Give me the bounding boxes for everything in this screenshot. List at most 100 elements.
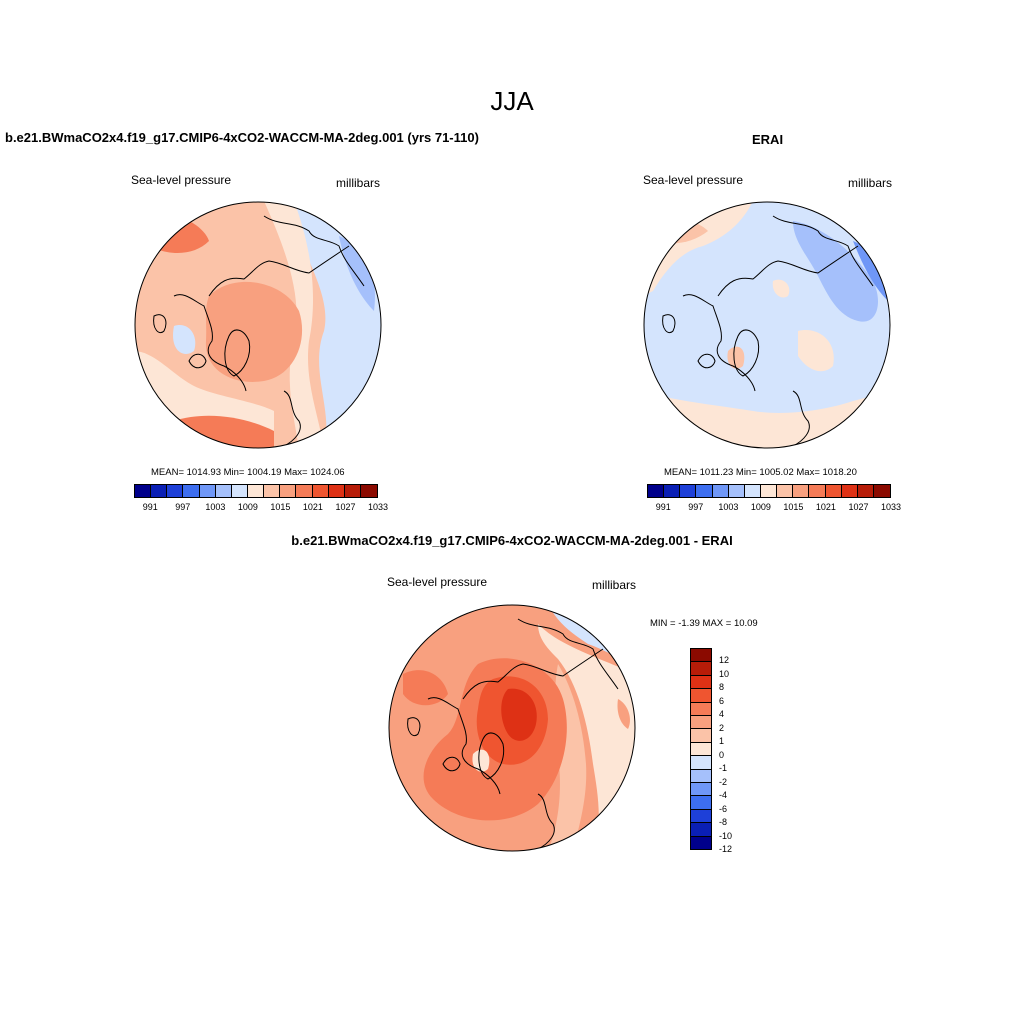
panel2-variable-label: Sea-level pressure — [643, 173, 744, 187]
colorbar-tick-label: 1015 — [270, 502, 291, 512]
colorbar-swatch — [691, 729, 711, 743]
colorbar-swatch — [264, 485, 281, 497]
panel2-high-pacific — [772, 279, 790, 298]
colorbar-tick-label: 1015 — [783, 502, 804, 512]
panel3-minmax: MIN = -1.39 MAX = 10.09 — [650, 618, 758, 629]
colorbar-swatch — [873, 485, 891, 497]
colorbar-tick-label: -4 — [719, 790, 728, 801]
panel1-low-greenland — [173, 325, 196, 354]
colorbar-swatch — [691, 836, 711, 850]
panel1-variable-label: Sea-level pressure — [131, 173, 232, 187]
colorbar-tick-label: 0 — [719, 749, 725, 760]
colorbar-swatch — [777, 485, 794, 497]
panel3-near-zero-east — [538, 624, 635, 851]
colorbar-swatch — [857, 485, 874, 497]
colorbar-tick-label: 1021 — [302, 502, 323, 512]
panel3-low-greenland — [472, 749, 490, 772]
panel2-coastlines — [662, 215, 874, 447]
colorbar-swatch — [825, 485, 842, 497]
colorbar-swatch — [167, 485, 184, 497]
colorbar-swatch — [280, 485, 297, 497]
panel3-peach-east — [617, 699, 630, 729]
colorbar-swatch — [648, 485, 665, 497]
panel2-low-northeast — [793, 221, 878, 322]
colorbar-swatch — [691, 689, 711, 703]
panel2-title: ERAI — [752, 132, 784, 147]
colorbar-swatch — [296, 485, 313, 497]
colorbar-swatch — [691, 796, 711, 810]
panel1-title: b.e21.BWmaCO2x4.f19_g17.CMIP6-4xCO2-WACC… — [5, 130, 479, 145]
panel1-units-label: millibars — [336, 176, 381, 190]
colorbar-swatch — [691, 675, 711, 690]
panel2-low-east — [853, 241, 889, 301]
colorbar-swatch — [691, 649, 711, 663]
colorbar-tick-label: 1009 — [750, 502, 771, 512]
panel1-colorbar — [134, 484, 378, 498]
colorbar-tick-label: -10 — [719, 830, 733, 841]
panel3-variable-label: Sea-level pressure — [387, 575, 488, 589]
panel2-high-greenland — [727, 346, 745, 369]
figure-title: JJA — [490, 86, 534, 116]
colorbar-swatch — [841, 485, 858, 497]
colorbar-tick-label: 10 — [719, 668, 730, 679]
colorbar-swatch — [691, 809, 711, 824]
colorbar-swatch — [691, 702, 711, 717]
colorbar-swatch — [728, 485, 745, 497]
colorbar-swatch — [691, 756, 711, 770]
colorbar-tick-label: 1009 — [237, 502, 258, 512]
colorbar-swatch — [691, 769, 711, 784]
colorbar-swatch — [344, 485, 361, 497]
panel2-polar-map — [643, 201, 891, 449]
colorbar-tick-label: 991 — [655, 502, 671, 512]
colorbar-tick-label: 1033 — [880, 502, 902, 512]
panel3-coastlines — [407, 618, 619, 850]
panel3-peak-west — [403, 670, 448, 706]
colorbar-tick-label: 1 — [719, 736, 725, 747]
panel3-peak — [501, 688, 537, 741]
colorbar-swatch — [691, 783, 711, 797]
panel1-polar-map — [134, 201, 382, 449]
colorbar-tick-label: 6 — [719, 695, 725, 706]
colorbar-swatch — [328, 485, 345, 497]
colorbar-swatch — [691, 662, 711, 676]
colorbar-tick-label: 997 — [175, 502, 191, 512]
panel1-high-center — [205, 281, 303, 382]
colorbar-swatch — [231, 485, 248, 497]
colorbar-swatch — [664, 485, 681, 497]
colorbar-tick-label: -2 — [719, 776, 728, 787]
colorbar-tick-label: 997 — [688, 502, 704, 512]
colorbar-tick-label: 1003 — [205, 502, 226, 512]
colorbar-swatch — [691, 742, 711, 757]
colorbar-swatch — [691, 823, 711, 837]
colorbar-tick-label: -12 — [719, 844, 733, 854]
colorbar-swatch — [247, 485, 265, 497]
colorbar-swatch — [760, 485, 778, 497]
panel2-units-label: millibars — [848, 176, 893, 190]
panel2-stats: MEAN= 1011.23 Min= 1005.02 Max= 1018.20 — [664, 467, 857, 478]
colorbar-swatch — [199, 485, 216, 497]
panel1-stats: MEAN= 1014.93 Min= 1004.19 Max= 1024.06 — [151, 467, 345, 478]
colorbar-swatch — [183, 485, 200, 497]
colorbar-swatch — [312, 485, 329, 497]
panel3-polar-map — [388, 604, 636, 852]
colorbar-tick-label: 1003 — [718, 502, 739, 512]
colorbar-swatch — [680, 485, 697, 497]
colorbar-tick-label: 8 — [719, 682, 725, 693]
panel1-peach-band — [264, 202, 324, 448]
panel3-colorbar — [690, 648, 712, 850]
panel3-title: b.e21.BWmaCO2x4.f19_g17.CMIP6-4xCO2-WACC… — [291, 533, 733, 548]
colorbar-swatch — [360, 485, 378, 497]
colorbar-swatch — [712, 485, 729, 497]
colorbar-tick-label: 1021 — [815, 502, 836, 512]
colorbar-swatch — [691, 716, 711, 730]
colorbar-tick-label: 4 — [719, 709, 725, 720]
panel1-low-east-region — [339, 236, 375, 311]
colorbar-tick-label: -6 — [719, 803, 728, 814]
colorbar-tick-label: 991 — [142, 502, 158, 512]
colorbar-swatch — [793, 485, 810, 497]
colorbar-swatch — [809, 485, 826, 497]
panel3-units-label: millibars — [592, 578, 637, 592]
colorbar-tick-label: 2 — [719, 722, 725, 733]
colorbar-swatch — [744, 485, 761, 497]
colorbar-tick-label: 1027 — [848, 502, 869, 512]
